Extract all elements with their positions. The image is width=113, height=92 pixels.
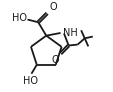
Text: NH: NH — [62, 28, 77, 38]
Text: O: O — [51, 55, 58, 65]
Text: HO: HO — [12, 13, 26, 23]
Text: HO: HO — [23, 76, 38, 86]
Text: O: O — [49, 2, 56, 12]
